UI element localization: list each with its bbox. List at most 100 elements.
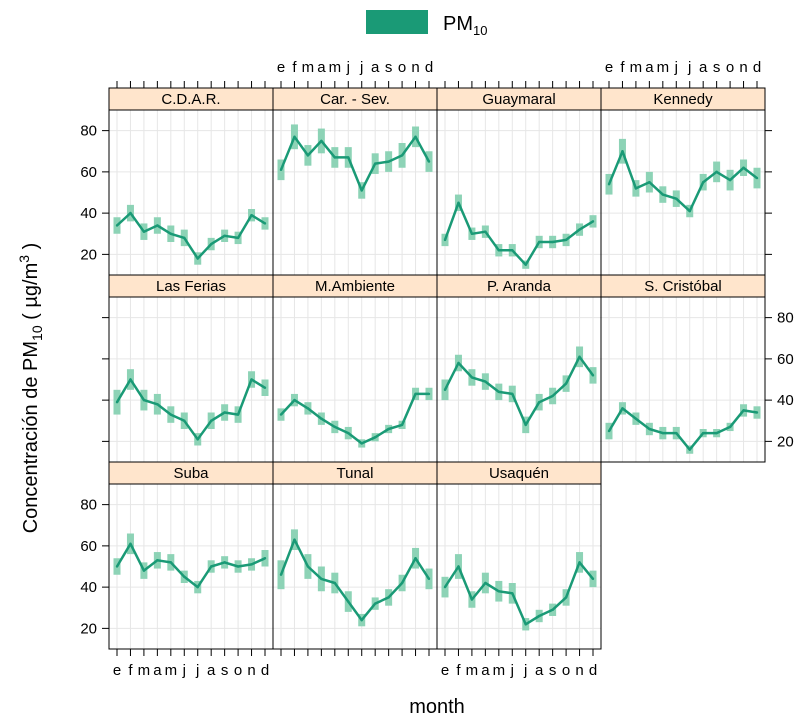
- data-point: [551, 240, 554, 244]
- data-point: [564, 382, 568, 385]
- panel-border: [600, 109, 766, 276]
- x-tick-label: d: [261, 662, 269, 679]
- data-point: [196, 257, 199, 260]
- data-point: [551, 394, 554, 398]
- panel-0: C.D.A.R.: [108, 87, 274, 276]
- data-point: [578, 355, 581, 359]
- x-tick-label: f: [620, 59, 625, 76]
- series-line: [607, 150, 758, 213]
- strip-label: C.D.A.R.: [161, 91, 220, 108]
- data-point: [661, 431, 665, 435]
- x-tick-label: o: [562, 662, 570, 679]
- data-point: [306, 565, 310, 568]
- data-point: [250, 378, 253, 381]
- data-point: [360, 189, 363, 192]
- data-point: [373, 436, 377, 439]
- data-point: [169, 561, 173, 564]
- data-point: [414, 557, 417, 560]
- x-tick-label: o: [234, 662, 242, 679]
- data-point: [373, 162, 377, 165]
- data-point: [279, 413, 283, 416]
- data-point: [537, 240, 541, 244]
- data-point: [223, 561, 226, 564]
- data-point: [142, 230, 146, 233]
- data-point: [511, 592, 514, 595]
- x-axis-title: month: [409, 696, 465, 718]
- x-tick-label: o: [726, 59, 734, 76]
- y-tick-label: 80: [777, 310, 794, 327]
- x-tick-label: m: [466, 662, 479, 679]
- data-point: [373, 602, 377, 605]
- x-tick-label: f: [128, 662, 133, 679]
- panel-border: [436, 296, 602, 463]
- strip-label: Las Ferias: [156, 278, 226, 295]
- data-point: [236, 565, 240, 568]
- panel-3: Kennedy: [600, 87, 766, 276]
- x-tick-label: m: [630, 59, 643, 76]
- data-point: [209, 565, 213, 568]
- data-point: [427, 577, 431, 581]
- series-line: [607, 407, 758, 451]
- data-point: [578, 561, 581, 564]
- data-point: [591, 374, 595, 377]
- data-point: [497, 590, 501, 593]
- panels-layer: C.D.A.R. Car. - Sev. Guaymaral Kennedy Las F…: [108, 87, 766, 650]
- data-point: [169, 413, 173, 416]
- panel-border: [600, 296, 766, 463]
- data-point: [564, 596, 568, 599]
- y-tick-label: 20: [80, 620, 97, 637]
- x-tick-label: a: [481, 662, 490, 679]
- x-tick-label: a: [371, 59, 380, 76]
- y-tick-label: 60: [80, 538, 97, 555]
- data-point: [129, 542, 132, 546]
- x-tick-label: d: [589, 662, 597, 679]
- data-point: [755, 176, 759, 180]
- x-tick-label: j: [674, 59, 678, 76]
- x-tick-label: e: [113, 662, 121, 679]
- data-point: [115, 224, 119, 227]
- data-point: [360, 442, 363, 445]
- data-point: [607, 183, 611, 186]
- strip-label: M.Ambiente: [315, 278, 395, 295]
- data-point: [387, 427, 390, 431]
- x-tick-label: d: [753, 59, 761, 76]
- data-point: [661, 193, 665, 196]
- data-point: [223, 234, 226, 238]
- panel-border: [436, 483, 602, 650]
- x-tick-label: n: [739, 59, 747, 76]
- x-tick-label: j: [359, 59, 363, 76]
- strip-label: Kennedy: [653, 91, 713, 108]
- data-point: [236, 413, 240, 416]
- data-point: [115, 400, 119, 404]
- data-point: [414, 135, 417, 139]
- data-point: [427, 160, 431, 163]
- strip-label: P. Aranda: [487, 278, 552, 295]
- data-point: [564, 238, 568, 242]
- data-point: [484, 581, 487, 585]
- data-point: [169, 232, 173, 235]
- data-point: [263, 386, 267, 389]
- data-point: [728, 178, 732, 182]
- panel-6: P. Aranda: [436, 274, 602, 463]
- data-point: [209, 242, 213, 246]
- data-point: [728, 425, 732, 429]
- data-point: [537, 614, 541, 618]
- data-point: [347, 600, 350, 603]
- x-tick-label: e: [277, 59, 285, 76]
- legend-swatch: [366, 10, 428, 34]
- x-tick-label: n: [411, 59, 419, 76]
- x-tick-label: e: [441, 662, 449, 679]
- data-point: [648, 180, 651, 184]
- data-point: [129, 378, 132, 381]
- data-point: [443, 585, 447, 589]
- panel-8: Suba: [108, 461, 274, 650]
- data-point: [427, 392, 431, 396]
- data-point: [443, 388, 447, 392]
- strip-label: Suba: [173, 465, 209, 482]
- data-point: [263, 557, 267, 560]
- x-tick-label: a: [645, 59, 654, 76]
- data-point: [196, 585, 199, 589]
- panel-5: M.Ambiente: [272, 274, 438, 463]
